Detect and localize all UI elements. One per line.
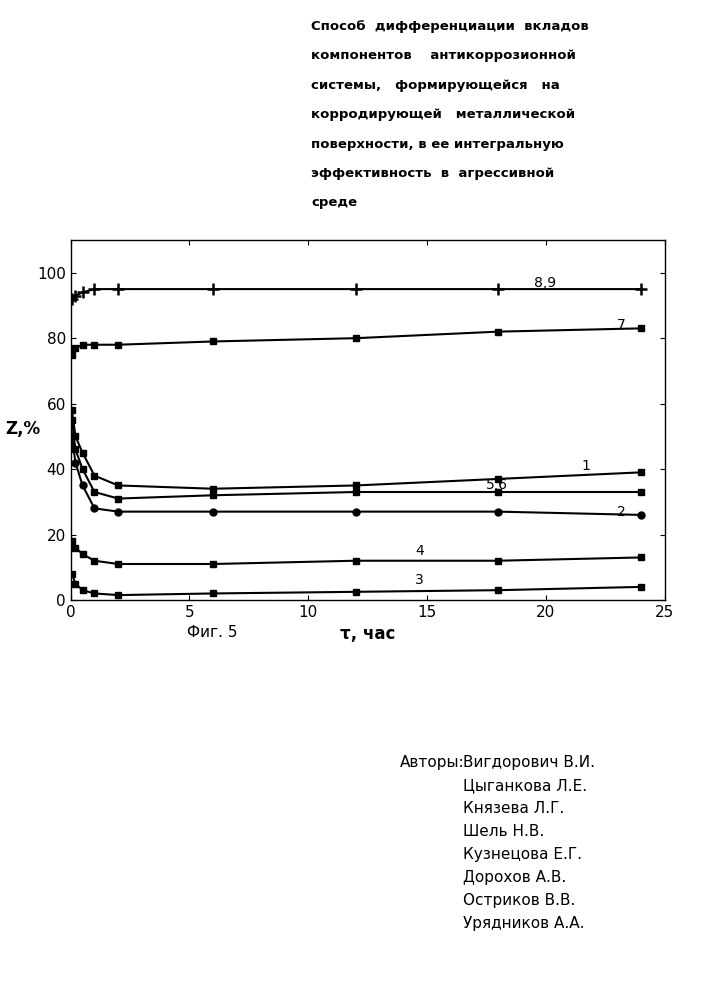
Text: системы,   формирующейся   на: системы, формирующейся на [311, 79, 560, 92]
Text: 8,9: 8,9 [534, 276, 556, 290]
Text: Цыганкова Л.Е.: Цыганкова Л.Е. [463, 778, 588, 793]
Y-axis label: Z,%: Z,% [6, 420, 40, 438]
Text: Шель Н.В.: Шель Н.В. [463, 824, 544, 839]
Text: Авторы:: Авторы: [399, 755, 464, 770]
Text: Фиг. 5: Фиг. 5 [187, 625, 238, 640]
Text: 7: 7 [617, 318, 626, 332]
Text: 4: 4 [415, 544, 424, 558]
X-axis label: τ, час: τ, час [340, 625, 395, 643]
Text: Способ  дифференциации  вкладов: Способ дифференциации вкладов [311, 20, 589, 33]
Text: 3: 3 [415, 573, 424, 587]
Text: 5,6: 5,6 [486, 478, 508, 492]
Text: Дорохов А.В.: Дорохов А.В. [463, 870, 566, 885]
Text: корродирующей   металлической: корродирующей металлической [311, 108, 575, 121]
Text: среде: среде [311, 196, 357, 209]
Text: 2: 2 [617, 505, 626, 519]
Text: 1: 1 [581, 459, 590, 473]
Text: эффективность  в  агрессивной: эффективность в агрессивной [311, 167, 554, 180]
Text: поверхности, в ее интегральную: поверхности, в ее интегральную [311, 138, 563, 151]
Text: Урядников А.А.: Урядников А.А. [463, 916, 585, 931]
Text: компонентов    антикоррозионной: компонентов антикоррозионной [311, 49, 576, 62]
Text: Кузнецова Е.Г.: Кузнецова Е.Г. [463, 847, 582, 862]
Text: Вигдорович В.И.: Вигдорович В.И. [463, 755, 595, 770]
Text: Князева Л.Г.: Князева Л.Г. [463, 801, 564, 816]
Text: Остриков В.В.: Остриков В.В. [463, 893, 575, 908]
